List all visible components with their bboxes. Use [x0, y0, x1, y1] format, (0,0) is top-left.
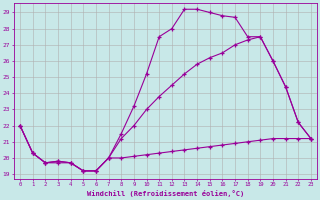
- X-axis label: Windchill (Refroidissement éolien,°C): Windchill (Refroidissement éolien,°C): [87, 190, 244, 197]
